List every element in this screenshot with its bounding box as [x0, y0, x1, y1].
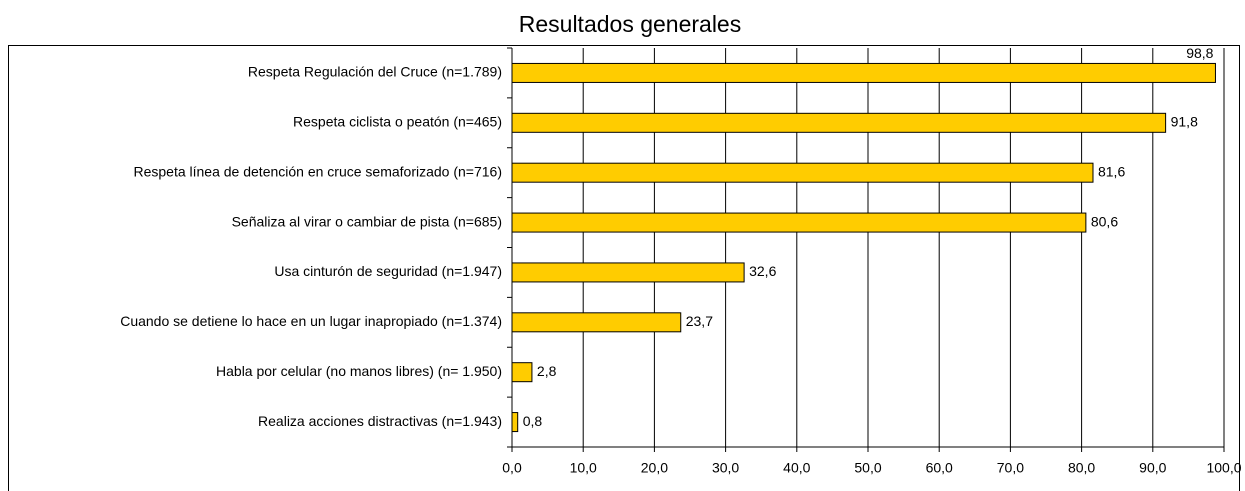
- value-label: 0,8: [523, 413, 543, 429]
- bar: [511, 62, 1216, 83]
- x-tick-label: 40,0: [783, 460, 810, 476]
- x-tick-label: 10,0: [570, 460, 597, 476]
- x-tick-label: 80,0: [1068, 460, 1095, 476]
- value-label: 98,8: [1186, 45, 1213, 61]
- bar: [511, 362, 533, 383]
- x-tick-label: 100,0: [1206, 460, 1241, 476]
- x-tick-label: 70,0: [997, 460, 1024, 476]
- value-label: 2,8: [537, 363, 557, 379]
- bar: [511, 212, 1087, 233]
- value-label: 32,6: [749, 263, 776, 279]
- x-tick-label: 20,0: [641, 460, 668, 476]
- x-tick-label: 90,0: [1139, 460, 1166, 476]
- y-tick-label: Cuando se detiene lo hace en un lugar in…: [120, 313, 502, 329]
- x-tick-label: 30,0: [712, 460, 739, 476]
- y-tick-label: Respeta ciclista o peatón (n=465): [293, 114, 502, 130]
- value-label: 91,8: [1171, 114, 1198, 130]
- y-tick-label: Usa cinturón de seguridad (n=1.947): [274, 263, 502, 279]
- y-tick-label: Habla por celular (no manos libres) (n= …: [216, 363, 502, 379]
- x-tick-label: 60,0: [926, 460, 953, 476]
- bar: [511, 412, 519, 433]
- x-tick-label: 0,0: [502, 460, 522, 476]
- value-label: 81,6: [1098, 163, 1125, 179]
- y-tick-label: Respeta Regulación del Cruce (n=1.789): [248, 64, 502, 80]
- chart-frame: [8, 45, 1240, 491]
- y-tick-label: Señaliza al virar o cambiar de pista (n=…: [232, 213, 502, 229]
- bar: [511, 262, 745, 283]
- bar: [511, 312, 682, 333]
- value-label: 80,6: [1091, 213, 1118, 229]
- value-label: 23,7: [686, 313, 713, 329]
- x-tick-label: 50,0: [854, 460, 881, 476]
- bar: [511, 162, 1094, 183]
- chart-title: Resultados generales: [519, 11, 741, 37]
- bar: [511, 112, 1167, 133]
- y-tick-label: Realiza acciones distractivas (n=1.943): [258, 413, 502, 429]
- y-tick-label: Respeta línea de detención en cruce sema…: [133, 163, 502, 179]
